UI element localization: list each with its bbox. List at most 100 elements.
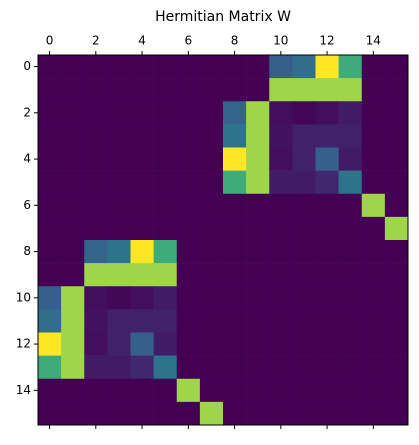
cell xyxy=(38,170,62,195)
cell xyxy=(176,170,201,195)
cell xyxy=(38,355,62,380)
cell xyxy=(246,332,270,356)
cell xyxy=(199,78,224,102)
cell xyxy=(361,147,386,171)
x-tick-label: 8 xyxy=(231,34,239,48)
cell xyxy=(223,240,247,264)
cell xyxy=(315,216,339,241)
y-tick-label: 14 xyxy=(16,383,31,397)
cell xyxy=(176,355,201,380)
cell xyxy=(269,55,293,79)
cell xyxy=(61,332,85,356)
cell xyxy=(199,378,224,403)
cell xyxy=(130,124,154,148)
cell xyxy=(361,309,386,333)
cell xyxy=(38,286,62,310)
cell xyxy=(107,401,131,426)
cell xyxy=(130,78,154,102)
cell xyxy=(130,193,154,218)
cell xyxy=(292,263,316,287)
cell xyxy=(61,124,85,148)
cell xyxy=(292,378,316,403)
cell xyxy=(38,309,62,333)
cell xyxy=(223,78,247,102)
cell xyxy=(338,332,363,356)
cell xyxy=(38,401,62,426)
cell xyxy=(269,309,293,333)
cell xyxy=(361,378,386,403)
cell xyxy=(199,170,224,195)
cell xyxy=(153,216,178,241)
x-tick-label: 10 xyxy=(273,34,288,48)
cell xyxy=(107,78,131,102)
cell xyxy=(107,216,131,241)
cell xyxy=(292,55,316,79)
cell xyxy=(269,193,293,218)
cell xyxy=(223,286,247,310)
cell xyxy=(176,101,201,125)
cell xyxy=(153,101,178,125)
cell xyxy=(223,170,247,195)
x-tick-label: 12 xyxy=(319,34,334,48)
cell xyxy=(361,240,386,264)
cell xyxy=(61,78,85,102)
cell xyxy=(176,378,201,403)
cell xyxy=(223,309,247,333)
cell xyxy=(130,355,154,380)
cell xyxy=(84,216,108,241)
cell xyxy=(246,240,270,264)
cell xyxy=(269,124,293,148)
cell xyxy=(384,240,409,264)
plot-frame xyxy=(37,54,409,426)
cell xyxy=(338,55,363,79)
cell xyxy=(176,216,201,241)
cell xyxy=(38,78,62,102)
x-tick-label: 6 xyxy=(184,34,192,48)
cell xyxy=(246,101,270,125)
cell xyxy=(246,147,270,171)
cell xyxy=(338,170,363,195)
cell xyxy=(38,332,62,356)
cell xyxy=(269,332,293,356)
cell xyxy=(223,263,247,287)
cell xyxy=(176,332,201,356)
cell xyxy=(246,378,270,403)
cell xyxy=(84,193,108,218)
cell xyxy=(107,147,131,171)
cell xyxy=(176,286,201,310)
cell xyxy=(130,378,154,403)
cell xyxy=(84,147,108,171)
cell xyxy=(315,170,339,195)
cell xyxy=(246,309,270,333)
cell xyxy=(176,263,201,287)
cell xyxy=(84,378,108,403)
cell xyxy=(361,286,386,310)
cell xyxy=(199,332,224,356)
cell xyxy=(269,170,293,195)
cell xyxy=(38,124,62,148)
cell xyxy=(61,355,85,380)
cell xyxy=(223,55,247,79)
cell xyxy=(269,378,293,403)
cell xyxy=(153,170,178,195)
cell xyxy=(338,193,363,218)
cell xyxy=(107,170,131,195)
cell xyxy=(107,263,131,287)
cell xyxy=(153,124,178,148)
cell xyxy=(61,147,85,171)
cell xyxy=(61,216,85,241)
cell xyxy=(223,101,247,125)
cell xyxy=(292,286,316,310)
cell xyxy=(199,309,224,333)
cell xyxy=(315,101,339,125)
cell xyxy=(199,355,224,380)
cell xyxy=(130,263,154,287)
cell xyxy=(199,101,224,125)
cell xyxy=(84,309,108,333)
cell xyxy=(84,170,108,195)
cell xyxy=(384,124,409,148)
cell xyxy=(338,355,363,380)
cell xyxy=(130,147,154,171)
cell xyxy=(315,263,339,287)
cell xyxy=(292,332,316,356)
